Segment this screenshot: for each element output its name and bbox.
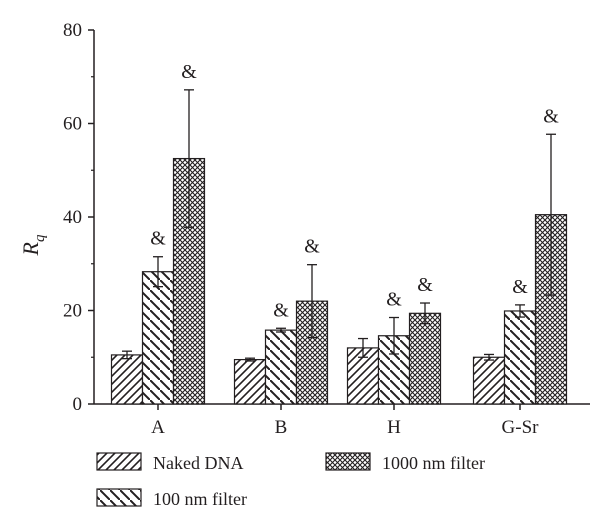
bar xyxy=(110,354,144,405)
y-tick-label: 80 xyxy=(63,20,82,41)
x-tick-label: G-Sr xyxy=(502,417,540,438)
legend-swatch xyxy=(96,452,142,471)
x-tick-label: H xyxy=(387,417,401,438)
significance-mark: & xyxy=(181,61,197,83)
legend: Naked DNA 100 nm filter 1000 nm filter xyxy=(96,452,485,509)
legend-swatch xyxy=(96,488,142,507)
significance-mark: & xyxy=(512,276,528,298)
bar xyxy=(233,358,267,405)
legend-swatch xyxy=(325,452,371,471)
significance-annotations: &&&&&& && xyxy=(150,61,559,321)
bars xyxy=(110,157,568,405)
bar xyxy=(408,312,442,405)
significance-mark: & xyxy=(417,274,433,296)
significance-mark: & xyxy=(273,299,289,321)
bar xyxy=(503,310,537,405)
y-tick-label: 60 xyxy=(63,114,82,135)
significance-mark: & xyxy=(386,289,402,311)
y-tick-label: 20 xyxy=(63,301,82,322)
y-axis-label: Rq xyxy=(18,234,48,256)
significance-mark: & xyxy=(304,236,320,258)
y-tick-label: 0 xyxy=(73,394,83,415)
legend-label: 100 nm filter xyxy=(153,489,247,509)
bar xyxy=(472,356,506,405)
significance-mark: & xyxy=(150,228,166,250)
x-tick-label: A xyxy=(151,417,165,438)
x-tick-label: B xyxy=(275,417,288,438)
significance-mark: & xyxy=(543,105,559,127)
bar xyxy=(264,329,298,405)
y-tick-label: 40 xyxy=(63,207,82,228)
legend-label: 1000 nm filter xyxy=(382,453,485,473)
bar xyxy=(141,271,175,405)
legend-label: Naked DNA xyxy=(153,453,243,473)
error-bars xyxy=(122,89,556,362)
bar xyxy=(295,300,329,405)
